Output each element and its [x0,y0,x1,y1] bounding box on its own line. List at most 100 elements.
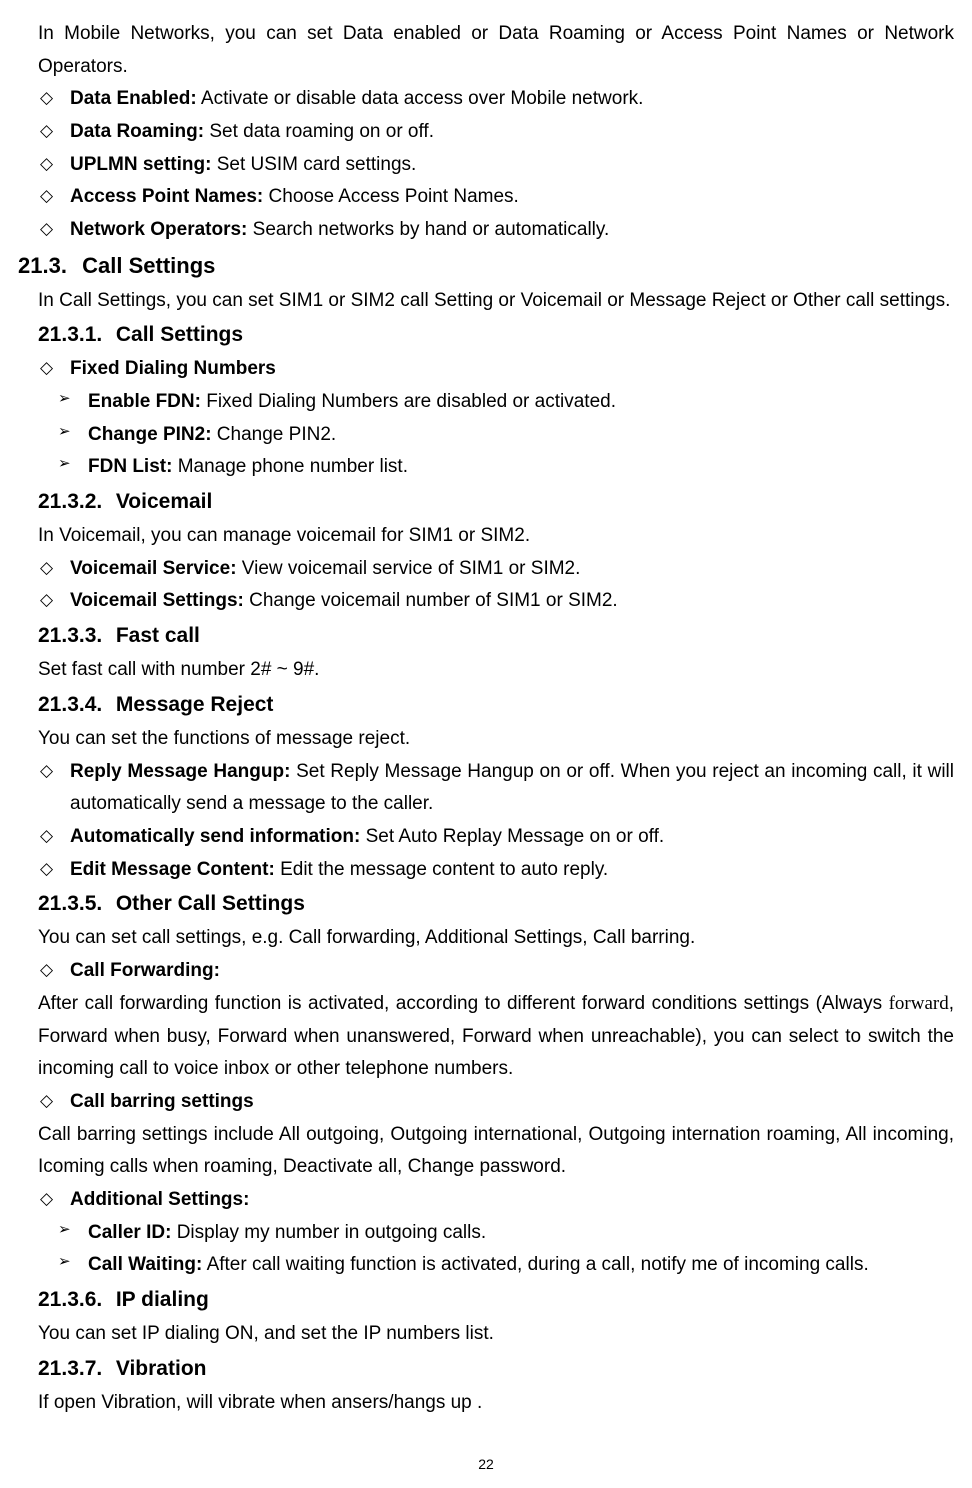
message-reject-intro: You can set the functions of message rej… [18,723,954,756]
item-caller-id: ➢ Caller ID: Display my number in outgoi… [18,1217,954,1250]
diamond-icon: ◇ [40,821,53,850]
label: Edit Message Content: [70,859,275,880]
heading-21-3-5: 21.3.5. Other Call Settings [18,886,954,922]
arrow-icon: ➢ [58,386,71,412]
call-settings-intro: In Call Settings, you can set SIM1 or SI… [18,285,954,318]
arrow-icon: ➢ [58,419,71,445]
section-number: 21.3.6. [38,1282,110,1318]
item-network-operators: ◇ Network Operators: Search networks by … [18,214,954,247]
label: Automatically send information: [70,826,360,847]
section-number: 21.3. [18,247,76,285]
desc: Activate or disable data access over Mob… [197,88,644,109]
desc: Set data roaming on or off. [204,121,434,142]
item-data-roaming: ◇ Data Roaming: Set data roaming on or o… [18,116,954,149]
item-additional-settings: ◇ Additional Settings: [18,1184,954,1217]
section-title: Vibration [116,1357,207,1380]
voicemail-intro: In Voicemail, you can manage voicemail f… [18,520,954,553]
label: Network Operators: [70,219,247,240]
mobile-networks-intro: In Mobile Networks, you can set Data ena… [18,18,954,83]
call-forwarding-desc: After call forwarding function is activa… [18,988,954,1086]
text-forward-serif: forward [889,993,949,1014]
section-number: 21.3.5. [38,886,110,922]
item-voicemail-service: ◇ Voicemail Service: View voicemail serv… [18,553,954,586]
heading-21-3-4: 21.3.4. Message Reject [18,687,954,723]
item-edit-msg: ◇ Edit Message Content: Edit the message… [18,854,954,887]
diamond-icon: ◇ [40,553,53,582]
diamond-icon: ◇ [40,83,53,112]
section-title: Fast call [116,624,200,647]
item-change-pin2: ➢ Change PIN2: Change PIN2. [18,419,954,452]
desc: After call waiting function is activated… [202,1254,868,1275]
section-number: 21.3.2. [38,484,110,520]
label: Enable FDN: [88,391,201,412]
diamond-icon: ◇ [40,116,53,145]
diamond-icon: ◇ [40,756,53,785]
desc: Change PIN2. [212,424,337,445]
text-part1: After call forwarding function is activa… [38,993,889,1014]
label: Additional Settings: [70,1189,249,1210]
item-call-barring: ◇ Call barring settings [18,1086,954,1119]
label: Voicemail Service: [70,558,237,579]
item-enable-fdn: ➢ Enable FDN: Fixed Dialing Numbers are … [18,386,954,419]
diamond-icon: ◇ [40,214,53,243]
desc: Search networks by hand or automatically… [247,219,609,240]
label: Caller ID: [88,1222,171,1243]
diamond-icon: ◇ [40,854,53,883]
heading-21-3-6: 21.3.6. IP dialing [18,1282,954,1318]
label: Voicemail Settings: [70,590,244,611]
arrow-icon: ➢ [58,451,71,477]
page-number: 22 [0,1452,972,1476]
vibration-intro: If open Vibration, will vibrate when ans… [18,1387,954,1420]
section-number: 21.3.7. [38,1351,110,1387]
desc: Display my number in outgoing calls. [171,1222,486,1243]
item-fdn-list: ➢ FDN List: Manage phone number list. [18,451,954,484]
heading-21-3-7: 21.3.7. Vibration [18,1351,954,1387]
diamond-icon: ◇ [40,955,53,984]
heading-21-3-3: 21.3.3. Fast call [18,618,954,654]
desc: Fixed Dialing Numbers are disabled or ac… [201,391,616,412]
heading-21-3-1: 21.3.1. Call Settings [18,317,954,353]
desc: Choose Access Point Names. [263,186,519,207]
section-title: Message Reject [116,693,274,716]
call-barring-desc: Call barring settings include All outgoi… [18,1119,954,1184]
section-title: Voicemail [116,490,213,513]
section-title: IP dialing [116,1288,209,1311]
item-voicemail-settings: ◇ Voicemail Settings: Change voicemail n… [18,585,954,618]
item-uplmn: ◇ UPLMN setting: Set USIM card settings. [18,149,954,182]
section-title: Call Settings [82,253,215,278]
label: Data Enabled: [70,88,197,109]
label: Access Point Names: [70,186,263,207]
section-number: 21.3.1. [38,317,110,353]
label: UPLMN setting: [70,154,211,175]
label: Reply Message Hangup: [70,761,290,782]
item-apn: ◇ Access Point Names: Choose Access Poin… [18,181,954,214]
label: Call Forwarding: [70,960,220,981]
heading-21-3: 21.3. Call Settings [18,247,954,285]
heading-21-3-2: 21.3.2. Voicemail [18,484,954,520]
label: FDN List: [88,456,172,477]
diamond-icon: ◇ [40,181,53,210]
desc: Change voicemail number of SIM1 or SIM2. [244,590,618,611]
desc: Manage phone number list. [172,456,408,477]
item-reply-hangup: ◇ Reply Message Hangup: Set Reply Messag… [18,756,954,821]
label: Data Roaming: [70,121,204,142]
item-call-forwarding: ◇ Call Forwarding: [18,955,954,988]
label: Call barring settings [70,1091,254,1112]
label: Fixed Dialing Numbers [70,358,276,379]
section-title: Call Settings [116,323,243,346]
item-auto-send: ◇ Automatically send information: Set Au… [18,821,954,854]
label: Call Waiting: [88,1254,202,1275]
section-title: Other Call Settings [116,892,305,915]
diamond-icon: ◇ [40,1086,53,1115]
item-fdn: ◇ Fixed Dialing Numbers [18,353,954,386]
diamond-icon: ◇ [40,353,53,382]
arrow-icon: ➢ [58,1249,71,1275]
diamond-icon: ◇ [40,149,53,178]
fast-call-intro: Set fast call with number 2# ~ 9#. [18,654,954,687]
section-number: 21.3.3. [38,618,110,654]
diamond-icon: ◇ [40,1184,53,1213]
desc: View voicemail service of SIM1 or SIM2. [237,558,581,579]
section-number: 21.3.4. [38,687,110,723]
item-data-enabled: ◇ Data Enabled: Activate or disable data… [18,83,954,116]
desc: Set USIM card settings. [211,154,416,175]
